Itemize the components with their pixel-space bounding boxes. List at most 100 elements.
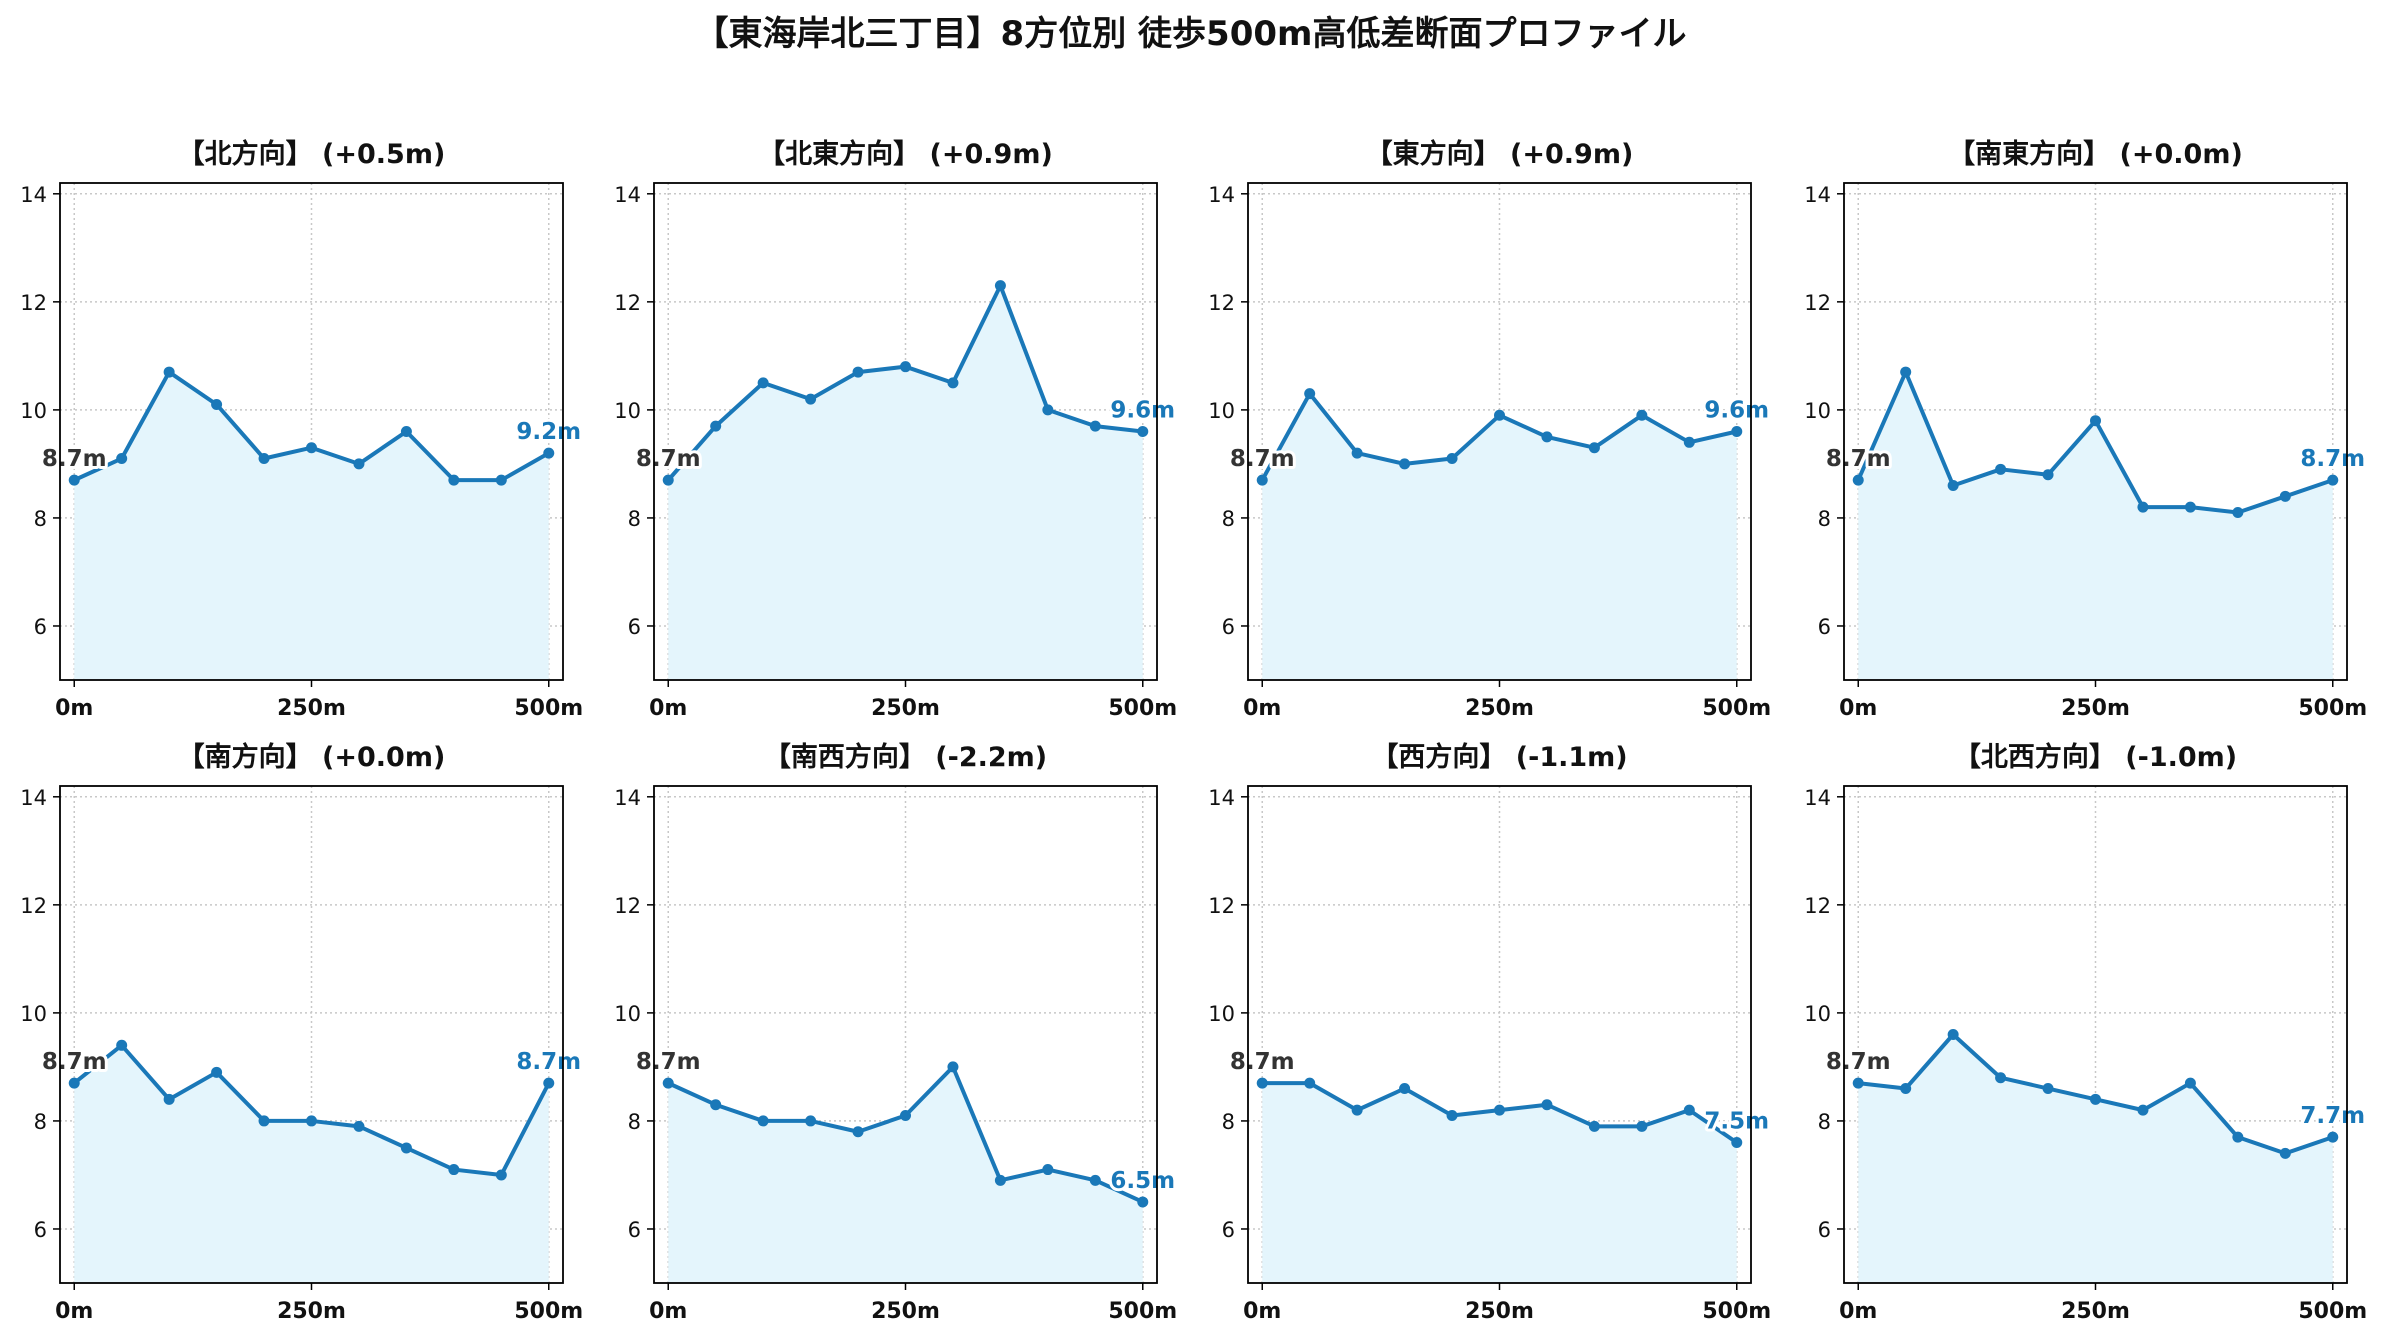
data-point	[1399, 1083, 1411, 1095]
end-elevation-label: 7.5m	[1704, 1109, 1769, 1135]
data-point	[1900, 1083, 1912, 1095]
data-point	[163, 1093, 175, 1105]
data-point	[306, 1115, 317, 1127]
data-point	[757, 1115, 769, 1127]
x-tick-label: 0m	[1243, 1299, 1281, 1324]
profile-area	[74, 372, 549, 680]
data-point	[1137, 1196, 1149, 1208]
x-tick-label: 250m	[2061, 1299, 2130, 1324]
data-point	[900, 1110, 911, 1122]
data-point	[2279, 490, 2291, 502]
data-point	[116, 1039, 128, 1051]
data-point	[211, 398, 223, 410]
y-tick-label: 10	[614, 1002, 641, 1026]
data-point	[1256, 1077, 1268, 1089]
y-tick-label: 8	[628, 507, 641, 531]
subplot-title: 【西方向】 (-1.1m)	[1371, 741, 1627, 773]
data-point	[2279, 1147, 2291, 1159]
data-point	[947, 377, 959, 389]
data-point	[1636, 1120, 1648, 1132]
y-tick-label: 12	[614, 894, 641, 918]
y-tick-label: 14	[20, 786, 47, 810]
data-point	[2090, 415, 2101, 427]
data-point	[448, 1164, 460, 1176]
subplot-title: 【南方向】 (+0.0m)	[178, 741, 446, 773]
data-point	[994, 1174, 1006, 1186]
subplot-title: 【東方向】 (+0.9m)	[1366, 138, 1634, 170]
y-tick-label: 8	[1222, 1110, 1235, 1134]
profile-area	[1858, 1034, 2333, 1283]
start-elevation-label: 8.7m	[42, 1049, 107, 1075]
data-point	[1089, 1174, 1101, 1186]
start-elevation-label: 8.7m	[1230, 446, 1295, 472]
y-tick-label: 12	[1804, 291, 1831, 315]
data-point	[1852, 1077, 1864, 1089]
x-tick-label: 250m	[871, 1299, 940, 1324]
data-point	[1588, 442, 1600, 454]
data-point	[116, 453, 128, 465]
subplot-2: 【北東方向】 (+0.9m) 8.7m 9.6m 6 8 10 12 14 0m 250m 500m	[614, 138, 1178, 721]
data-point	[1947, 1029, 1959, 1040]
x-tick-label: 250m	[871, 696, 940, 721]
data-point	[1588, 1120, 1600, 1132]
y-tick-label: 6	[1818, 1218, 1831, 1242]
start-elevation-label: 8.7m	[42, 446, 107, 472]
y-tick-label: 10	[1208, 399, 1235, 423]
data-point	[2232, 1131, 2244, 1143]
data-point	[2042, 469, 2054, 481]
data-point	[1731, 1137, 1743, 1149]
y-tick-label: 10	[1208, 1002, 1235, 1026]
subplot-title: 【北西方向】 (-1.0m)	[1954, 741, 2237, 773]
x-tick-label: 0m	[1839, 696, 1877, 721]
data-point	[400, 1142, 412, 1154]
data-point	[1304, 388, 1316, 400]
data-point	[495, 1169, 507, 1181]
subplot-7: 【西方向】 (-1.1m) 8.7m 7.5m 6 8 10 12 14 0m 250m 500m	[1208, 741, 1772, 1324]
x-tick-label: 500m	[2298, 696, 2367, 721]
x-tick-label: 500m	[514, 1299, 583, 1324]
x-tick-label: 500m	[2298, 1299, 2367, 1324]
y-tick-label: 14	[1804, 786, 1831, 810]
data-point	[448, 474, 460, 486]
x-tick-label: 500m	[1702, 1299, 1771, 1324]
y-tick-label: 6	[1222, 1218, 1235, 1242]
y-tick-label: 8	[1818, 507, 1831, 531]
end-elevation-label: 9.6m	[1110, 398, 1175, 424]
data-point	[1852, 474, 1864, 486]
data-point	[2184, 501, 2196, 513]
data-point	[543, 447, 555, 459]
data-point	[2327, 474, 2339, 486]
data-point	[662, 1077, 674, 1089]
y-tick-label: 14	[20, 183, 47, 207]
data-point	[1137, 426, 1149, 437]
x-tick-label: 0m	[1839, 1299, 1877, 1324]
data-point	[1089, 420, 1101, 432]
data-point	[1351, 447, 1363, 459]
x-tick-label: 0m	[649, 1299, 687, 1324]
data-point	[68, 474, 80, 486]
data-point	[852, 1126, 864, 1138]
end-elevation-label: 6.5m	[1110, 1168, 1175, 1194]
x-tick-label: 250m	[1465, 1299, 1534, 1324]
subplot-3: 【東方向】 (+0.9m) 8.7m 9.6m 6 8 10 12 14 0m 250m 500m	[1208, 138, 1772, 721]
profile-area	[668, 285, 1143, 680]
y-tick-label: 6	[34, 1218, 47, 1242]
y-tick-label: 12	[20, 291, 47, 315]
y-tick-label: 6	[1222, 615, 1235, 639]
x-tick-label: 250m	[2061, 696, 2130, 721]
y-tick-label: 6	[34, 615, 47, 639]
data-point	[353, 458, 365, 470]
data-point	[2090, 1093, 2101, 1105]
data-point	[2042, 1083, 2054, 1095]
data-point	[994, 280, 1006, 292]
y-tick-label: 10	[1804, 399, 1831, 423]
y-tick-label: 10	[1804, 1002, 1831, 1026]
subplot-6: 【南西方向】 (-2.2m) 8.7m 6.5m 6 8 10 12 14 0m 250m 500m	[614, 741, 1178, 1324]
data-point	[1351, 1104, 1363, 1116]
y-tick-label: 6	[1818, 615, 1831, 639]
data-point	[1494, 409, 1505, 421]
data-point	[1446, 453, 1458, 465]
data-point	[1995, 1072, 2007, 1084]
